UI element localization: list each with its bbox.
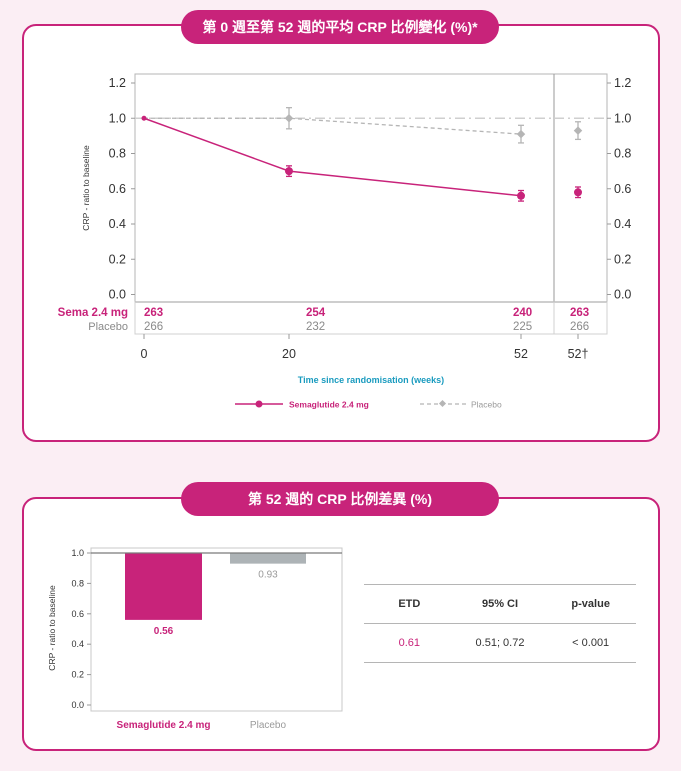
at-risk-frame: [134, 301, 608, 335]
bar-value-label: 0.93: [258, 570, 278, 581]
x-ticks: 0 20 52 52†: [141, 334, 589, 361]
bar-plot-frame: [90, 547, 343, 712]
y-tick-label-right: 0.4: [614, 217, 631, 231]
bar-marks: 0.56 Semaglutide 2.4 mg 0.93 Placebo: [91, 552, 342, 731]
x-tick-label: 52: [514, 347, 528, 361]
panel2-title: 第 52 週的 CRP 比例差異 (%): [181, 482, 499, 516]
crp-difference-card: [22, 497, 660, 751]
legend-sema-label: Semaglutide 2.4 mg: [289, 400, 369, 410]
ci-header: 95% CI: [481, 598, 519, 610]
y-axis-label: CRP - ratio to baseline: [81, 145, 91, 231]
row-label-placebo: Placebo: [88, 321, 128, 333]
bar-semaglutide: [125, 553, 202, 620]
y-tick-label: 0.4: [109, 217, 126, 231]
at-risk-sema-value: 240: [513, 307, 532, 319]
at-risk-placebo-value: 232: [306, 321, 325, 333]
series-layer: [141, 107, 583, 202]
at-risk-sema-value: 254: [306, 307, 326, 319]
y-tick-label-right: 0.0: [614, 288, 631, 302]
plot-frame: [134, 73, 608, 303]
etd-value: 0.61: [398, 637, 421, 649]
row-label-sema: Sema 2.4 mg: [58, 307, 128, 319]
bar-y-tick-label: 1.0: [71, 548, 84, 558]
placebo-point: [284, 114, 294, 123]
ci-value: 0.51; 0.72: [475, 637, 525, 649]
sema-point: [141, 115, 147, 121]
y-ticks-left: 0.0 0.2 0.4 0.6 0.8 1.0 1.2: [109, 76, 135, 302]
panel1-title: 第 0 週至第 52 週的平均 CRP 比例變化 (%)*: [181, 10, 499, 44]
y-tick-label-right: 1.2: [614, 76, 631, 90]
bar-y-tick-label: 0.8: [71, 578, 84, 588]
bar-y-axis-label: CRP - ratio to baseline: [47, 585, 57, 671]
at-risk-table: 263 254 240 263 266 232 225 266: [144, 307, 589, 333]
etd-header-row: ETD 95% CI p-value: [364, 584, 636, 624]
legend-sema-marker: [255, 400, 263, 408]
bar-category-label: Semaglutide 2.4 mg: [117, 720, 211, 731]
y-tick-label: 1.0: [109, 111, 126, 125]
at-risk-sema-value: 263: [570, 307, 589, 319]
bar-y-tick-label: 0.2: [71, 670, 84, 680]
at-risk-placebo-value: 225: [513, 321, 532, 333]
placebo-point: [516, 129, 526, 139]
placebo-line: [144, 117, 522, 135]
x-tick-label: 0: [141, 347, 148, 361]
bar-y-tick-label: 0.0: [71, 700, 84, 710]
legend: Semaglutide 2.4 mg Placebo: [235, 400, 502, 410]
etd-table: ETD 95% CI p-value 0.61 0.51; 0.72 < 0.0…: [364, 584, 636, 663]
bar-placebo: [230, 553, 306, 564]
bar-y-tick-label: 0.4: [71, 639, 84, 649]
y-tick-label-right: 0.6: [614, 182, 631, 196]
y-tick-label-right: 0.2: [614, 252, 631, 266]
y-ticks-right: 0.0 0.2 0.4 0.6 0.8 1.0 1.2: [607, 76, 631, 302]
x-axis-label: Time since randomisation (weeks): [298, 375, 444, 385]
bar-value-label: 0.56: [154, 626, 174, 637]
bar-y-ticks: 0.0 0.2 0.4 0.6 0.8 1.0: [71, 548, 91, 710]
at-risk-placebo-value: 266: [144, 321, 163, 333]
y-tick-label: 0.2: [109, 252, 126, 266]
at-risk-sema-value: 263: [144, 307, 163, 319]
pvalue-header: p-value: [571, 598, 610, 610]
x-tick-label: 52†: [568, 347, 589, 361]
legend-placebo-label: Placebo: [471, 400, 502, 410]
y-tick-label: 0.6: [109, 182, 126, 196]
sema-point: [285, 167, 293, 176]
bar-category-label: Placebo: [250, 720, 287, 731]
y-tick-label: 0.8: [109, 147, 126, 161]
sema-extra-point: [574, 188, 582, 197]
bar-y-tick-label: 0.6: [71, 609, 84, 619]
line-chart: 0.0 0.2 0.4 0.6 0.8 1.0 1.2 0.0 0.2 0.4 0.6 0.8 1.0…: [58, 73, 631, 410]
pvalue-value: < 0.001: [572, 637, 610, 649]
y-tick-label-right: 1.0: [614, 111, 631, 125]
y-tick-label: 1.2: [109, 76, 126, 90]
y-tick-label-right: 0.8: [614, 147, 631, 161]
x-tick-label: 20: [282, 347, 296, 361]
legend-placebo-marker: [438, 399, 447, 408]
sema-line: [143, 117, 522, 197]
etd-header: ETD: [398, 598, 421, 610]
bar-chart: 0.0 0.2 0.4 0.6 0.8 1.0 0.56 Semaglutide 2.4 m…: [47, 547, 343, 731]
y-tick-label: 0.0: [109, 288, 126, 302]
at-risk-placebo-value: 266: [570, 321, 589, 333]
sema-point: [517, 191, 525, 200]
placebo-extra-point: [573, 126, 583, 135]
etd-value-row: 0.61 0.51; 0.72 < 0.001: [364, 624, 636, 663]
